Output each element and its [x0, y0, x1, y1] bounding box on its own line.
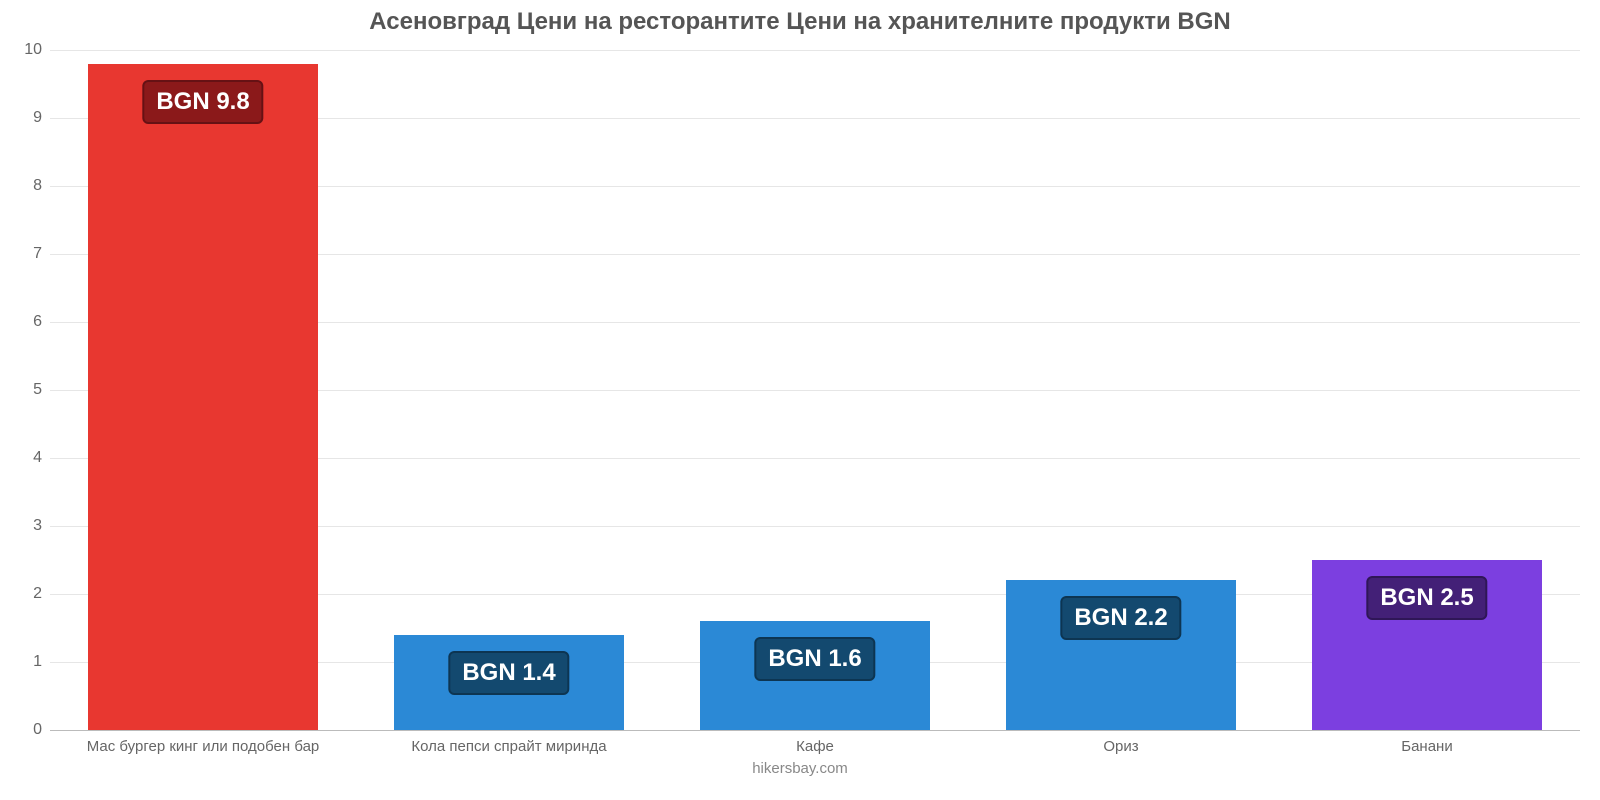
x-axis-label: Кафе — [662, 738, 968, 755]
value-badge: BGN 2.5 — [1366, 576, 1487, 620]
y-tick-label: 10 — [24, 41, 50, 59]
bar-slot: BGN 9.8 — [50, 50, 356, 730]
value-badge: BGN 2.2 — [1060, 596, 1181, 640]
bar: BGN 1.4 — [394, 635, 624, 730]
chart-title: Асеновград Цени на ресторантите Цени на … — [0, 8, 1600, 36]
value-badge: BGN 1.4 — [448, 651, 569, 695]
x-axis-label: Мас бургер кинг или подобен бар — [50, 738, 356, 755]
bar: BGN 2.2 — [1006, 580, 1236, 730]
x-axis-label: Ориз — [968, 738, 1274, 755]
chart-footer: hikersbay.com — [0, 760, 1600, 777]
y-tick-label: 7 — [33, 245, 50, 263]
plot-area: 012345678910 BGN 9.8BGN 1.4BGN 1.6BGN 2.… — [50, 50, 1580, 730]
value-badge: BGN 1.6 — [754, 637, 875, 681]
y-tick-label: 5 — [33, 381, 50, 399]
grid-line — [50, 730, 1580, 731]
bar-slot: BGN 1.4 — [356, 50, 662, 730]
y-tick-label: 4 — [33, 449, 50, 467]
bar-slot: BGN 1.6 — [662, 50, 968, 730]
y-tick-label: 3 — [33, 517, 50, 535]
y-tick-label: 2 — [33, 585, 50, 603]
y-tick-label: 8 — [33, 177, 50, 195]
bars-container: BGN 9.8 BGN 1.4 BGN 1.6 BGN 2.2 BGN 2.5 — [50, 50, 1580, 730]
bar: BGN 1.6 — [700, 621, 930, 730]
value-badge: BGN 9.8 — [142, 80, 263, 124]
x-axis-label: Банани — [1274, 738, 1580, 755]
y-tick-label: 0 — [33, 721, 50, 739]
y-tick-label: 1 — [33, 653, 50, 671]
bar-slot: BGN 2.2 — [968, 50, 1274, 730]
x-axis-label: Кола пепси спрайт миринда — [356, 738, 662, 755]
y-tick-label: 6 — [33, 313, 50, 331]
bar: BGN 2.5 — [1312, 560, 1542, 730]
price-bar-chart: Асеновград Цени на ресторантите Цени на … — [0, 0, 1600, 800]
bar: BGN 9.8 — [88, 64, 318, 730]
bar-slot: BGN 2.5 — [1274, 50, 1580, 730]
y-tick-label: 9 — [33, 109, 50, 127]
x-axis: Мас бургер кинг или подобен барКола пепс… — [50, 738, 1580, 755]
